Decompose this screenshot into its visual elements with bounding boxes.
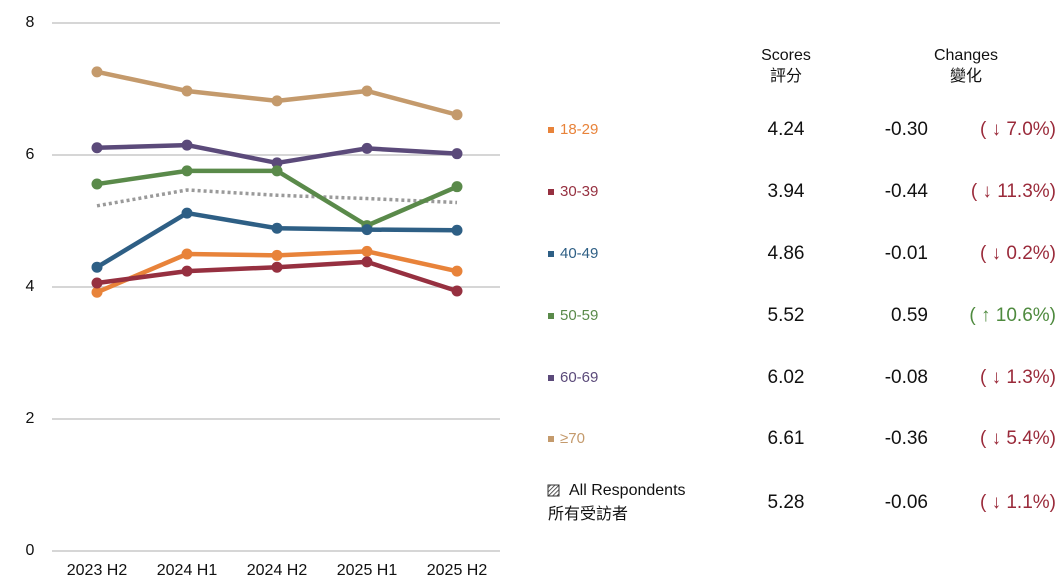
series-line [96,168,458,228]
legend-swatch [548,436,554,442]
series-point [181,85,193,97]
y-tick-label: 0 [26,542,35,559]
change-percent: ( ↑ 10.6%) [969,305,1056,326]
score: 6.02 [768,367,805,388]
scores-header-zh: 評分 [770,67,802,85]
y-tick-label: 4 [26,278,35,295]
legend-swatch [548,189,554,195]
change-percent: ( ↓ 7.0%) [980,119,1056,140]
series-point [181,265,193,277]
series-point [361,256,373,268]
legend-label: All Respondents [569,482,686,499]
changes-header-zh: 變化 [950,67,982,85]
series-line [96,188,458,208]
legend-label: 40-49 [560,245,598,262]
legend-label: 50-59 [560,307,598,324]
change: 0.59 [891,305,928,326]
legend-swatch [547,484,560,497]
change: -0.01 [885,243,928,264]
series-point [451,109,463,121]
series-point [271,157,283,169]
x-tick-label: 2024 H2 [247,562,308,576]
series-point [361,224,373,236]
change: -0.44 [885,181,929,202]
change-percent: ( ↓ 1.1%) [980,492,1056,513]
series-point [451,181,463,193]
x-tick-label: 2025 H1 [337,562,398,576]
legend-swatch [548,127,554,133]
scores-header: Scores [761,47,811,64]
change: -0.36 [885,428,928,449]
score: 6.61 [768,428,805,449]
series-point [181,207,193,219]
series-point [91,142,103,154]
series-point [181,165,193,177]
series-point [181,248,193,260]
series-point [361,142,373,154]
score: 4.86 [768,243,805,264]
series-point [91,66,103,78]
x-tick-label: 2023 H2 [67,562,128,576]
legend-label: ≥70 [560,430,585,447]
change-percent: ( ↓ 11.3%) [971,181,1056,202]
x-tick-label: 2024 H1 [157,562,218,576]
changes-header: Changes [934,47,998,64]
series-point [361,245,373,257]
series-point [271,261,283,273]
legend-swatch [548,251,554,257]
change: -0.08 [885,367,928,388]
x-tick-label: 2025 H2 [427,562,488,576]
legend-label-zh: 所有受訪者 [548,505,628,523]
series-point [451,285,463,297]
series-point [271,95,283,107]
series-point [271,222,283,234]
legend-label: 60-69 [560,369,598,386]
series-point [451,224,463,236]
series-point [271,249,283,261]
change: -0.30 [885,119,928,140]
score: 5.28 [768,492,805,513]
series-point [91,286,103,298]
change-percent: ( ↓ 5.4%) [980,428,1056,449]
legend-swatch [548,375,554,381]
y-tick-label: 2 [26,410,35,427]
series-point [451,148,463,160]
legend-swatch [548,313,554,319]
change-percent: ( ↓ 0.2%) [980,243,1056,264]
series-point [361,85,373,97]
y-tick-label: 6 [26,146,35,163]
score: 4.24 [768,119,805,140]
series-point [271,165,283,177]
legend-label: 30-39 [560,183,598,200]
change-percent: ( ↓ 1.3%) [980,367,1056,388]
series-point [91,277,103,289]
y-tick-label: 8 [26,14,35,31]
series-point [91,261,103,273]
change: -0.06 [885,492,928,513]
series-point [181,139,193,151]
series-line [96,69,458,117]
series-point [91,178,103,190]
legend-label: 18-29 [560,121,598,138]
score: 5.52 [768,305,805,326]
score: 3.94 [768,181,805,202]
series-point [451,265,463,277]
